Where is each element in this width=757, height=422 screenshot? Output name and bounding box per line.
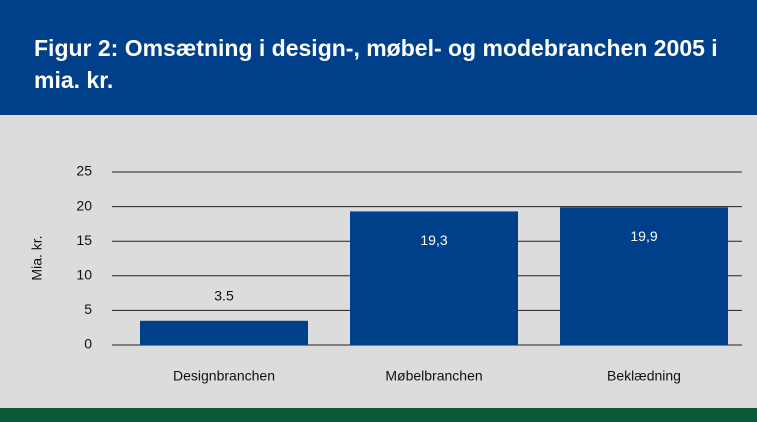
y-tick-label: 0 [84,336,92,352]
footer-bar [0,408,757,422]
header: Figur 2: Omsætning i design-, møbel- og … [0,0,757,115]
bar [350,211,518,345]
x-tick-label: Designbranchen [173,368,275,384]
bar [140,320,308,345]
chart: Mia. kr. 0 5 10 15 20 25 Designbranchen 3.5 Møbe… [29,163,742,384]
y-tick-label: 10 [76,267,92,283]
y-tick-label: 20 [76,197,92,213]
value-label: 19,9 [630,228,657,244]
value-label: 3.5 [214,287,234,303]
y-tick-label: 25 [76,163,92,179]
value-label: 19,3 [420,232,447,248]
chart-title: Figur 2: Omsætning i design-, møbel- og … [34,35,718,93]
x-tick-label: Beklædning [607,368,681,384]
bar [560,207,728,345]
y-axis-label: Mia. kr. [29,235,45,280]
x-tick-label: Møbelbranchen [385,368,482,384]
y-tick-label: 15 [76,232,92,248]
y-tick-label: 5 [84,301,92,317]
